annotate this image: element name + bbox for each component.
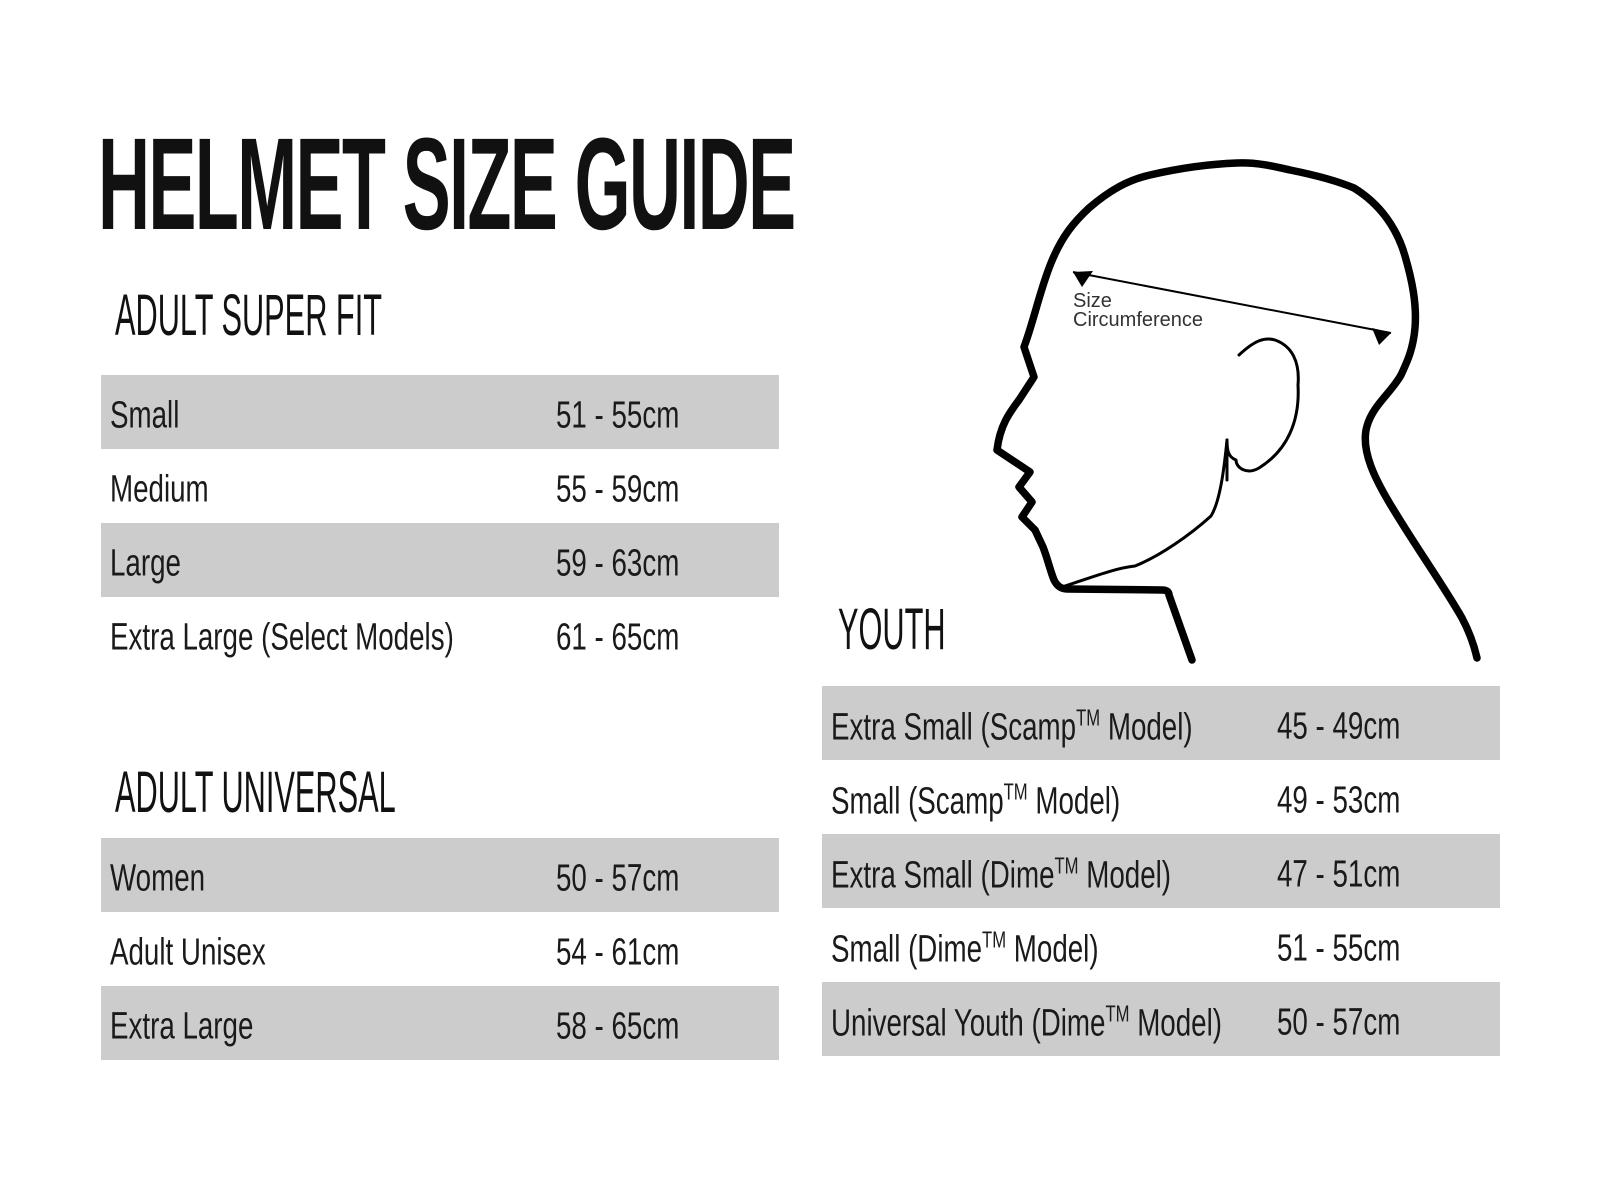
svg-text:Circumference: Circumference <box>1073 309 1203 331</box>
